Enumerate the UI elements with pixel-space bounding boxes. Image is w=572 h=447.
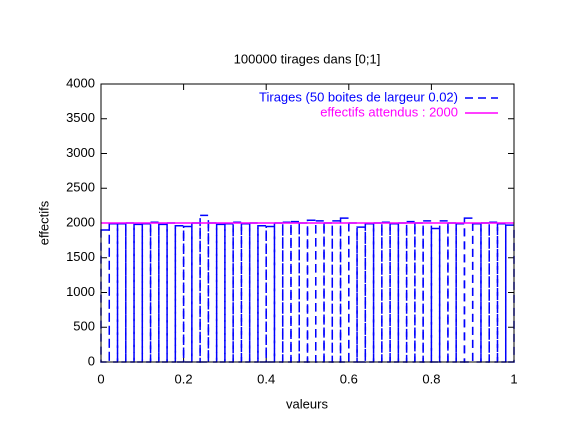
bar (488, 221, 499, 363)
bar (100, 229, 111, 363)
x-tick-label: 1 (510, 371, 517, 386)
bar (133, 223, 144, 363)
bar (182, 225, 193, 363)
bar (331, 220, 342, 363)
bar (447, 222, 457, 363)
bar (496, 222, 507, 363)
bar (414, 222, 424, 363)
x-tick-label: 0.4 (257, 371, 275, 386)
x-tick-label: 0.2 (175, 371, 193, 386)
bar (356, 226, 367, 363)
x-tick-label: 0 (97, 371, 104, 386)
bar (207, 222, 218, 363)
y-tick-label: 3000 (66, 145, 95, 160)
bar (348, 222, 358, 363)
bar (364, 222, 375, 363)
bar (471, 222, 482, 363)
bar (265, 225, 276, 363)
x-axis-label: valeurs (286, 396, 328, 411)
bar (290, 220, 300, 363)
bar (224, 222, 234, 363)
y-tick-label: 1500 (66, 249, 95, 264)
plot-border (100, 83, 515, 363)
bar (215, 223, 226, 363)
bar (232, 221, 243, 363)
bar (438, 220, 449, 363)
bar (430, 227, 441, 363)
y-axis-label: effectifs (36, 200, 51, 245)
bar (389, 222, 400, 363)
bar (339, 217, 350, 363)
bar (273, 222, 284, 363)
bar (455, 222, 466, 363)
legend-label: effectifs attendus : 2000 (320, 104, 458, 119)
bar (191, 222, 201, 363)
bar (397, 222, 408, 363)
bar (174, 225, 185, 363)
bar (257, 225, 267, 363)
bar (381, 221, 391, 363)
bar (372, 222, 383, 363)
y-tick-label: 0 (88, 353, 95, 368)
y-tick-label: 4000 (66, 75, 95, 90)
chart-title: 100000 tirages dans [0;1] (234, 51, 381, 66)
y-tick-label: 1000 (66, 284, 95, 299)
x-tick-label: 0.8 (422, 371, 440, 386)
bar (240, 222, 251, 363)
bar (116, 222, 127, 363)
bar (281, 221, 292, 363)
bar (166, 222, 177, 363)
bar (141, 222, 152, 363)
bar (405, 220, 416, 363)
bar (306, 219, 317, 363)
bar (248, 222, 259, 363)
bar (504, 224, 515, 363)
bar (298, 222, 309, 363)
bar (422, 220, 433, 363)
y-tick-label: 2500 (66, 180, 95, 195)
bar (199, 214, 210, 363)
bar (323, 222, 334, 363)
bar (463, 217, 474, 363)
bar (315, 220, 325, 363)
bar (149, 221, 160, 363)
legend-label: Tirages (50 boites de largeur 0.02) (259, 89, 458, 104)
x-tick-label: 0.6 (340, 371, 358, 386)
bar (125, 222, 135, 363)
y-tick-label: 3500 (66, 110, 95, 125)
bar (158, 223, 168, 363)
bar (480, 222, 490, 363)
y-tick-label: 500 (73, 319, 95, 334)
bar (108, 222, 119, 363)
y-tick-label: 2000 (66, 214, 95, 229)
